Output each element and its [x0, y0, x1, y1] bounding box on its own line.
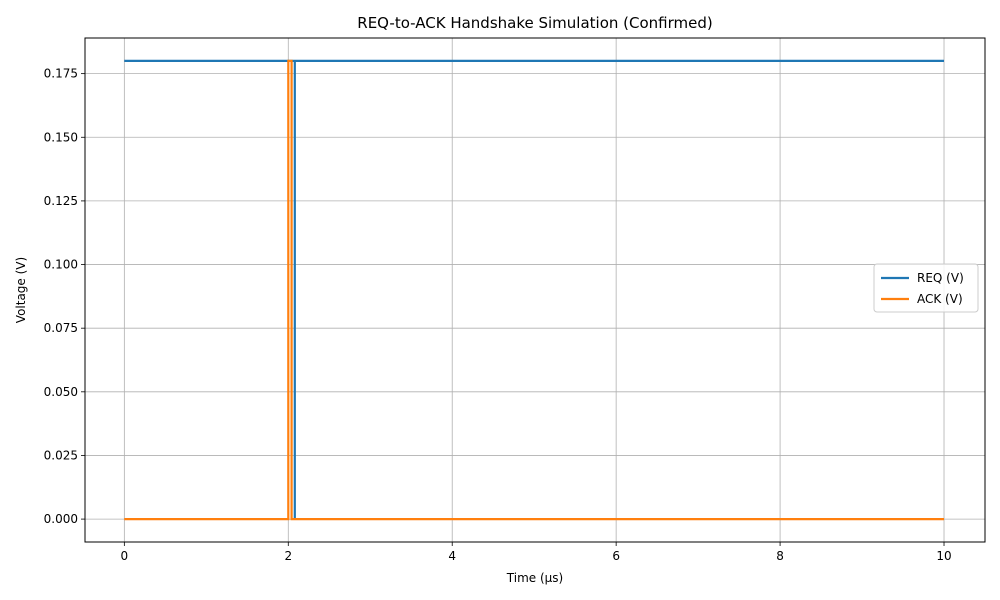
x-tick-label: 8	[776, 549, 784, 563]
chart-title: REQ-to-ACK Handshake Simulation (Confirm…	[357, 14, 712, 32]
y-tick-label: 0.150	[44, 130, 78, 144]
x-tick-label: 2	[284, 549, 292, 563]
plot-frame	[84, 37, 986, 543]
x-tick-label: 10	[936, 549, 951, 563]
x-axis-label: Time (µs)	[506, 571, 563, 585]
legend: REQ (V) ACK (V)	[873, 263, 979, 313]
x-tick-label: 0	[121, 549, 129, 563]
legend-label: ACK (V)	[917, 292, 963, 306]
tick-layer: 0 2 4 6 8 10 0.000 0.025 0.050 0.075 0.100 0.125 0.1…	[44, 67, 952, 563]
series-line-ack	[124, 59, 944, 521]
y-tick-label: 0.175	[44, 67, 78, 81]
y-tick-label: 0.075	[44, 321, 78, 335]
series-line-req	[124, 59, 944, 520]
x-tick-label: 6	[612, 549, 620, 563]
y-tick-label: 0.025	[44, 448, 78, 462]
x-tick-label: 4	[448, 549, 456, 563]
y-tick-label: 0.000	[44, 512, 78, 526]
y-tick-label: 0.100	[44, 258, 78, 272]
series-layer	[124, 59, 944, 521]
y-axis-label: Voltage (V)	[14, 257, 28, 323]
legend-label: REQ (V)	[917, 271, 964, 285]
y-tick-label: 0.050	[44, 385, 78, 399]
y-tick-label: 0.125	[44, 194, 78, 208]
